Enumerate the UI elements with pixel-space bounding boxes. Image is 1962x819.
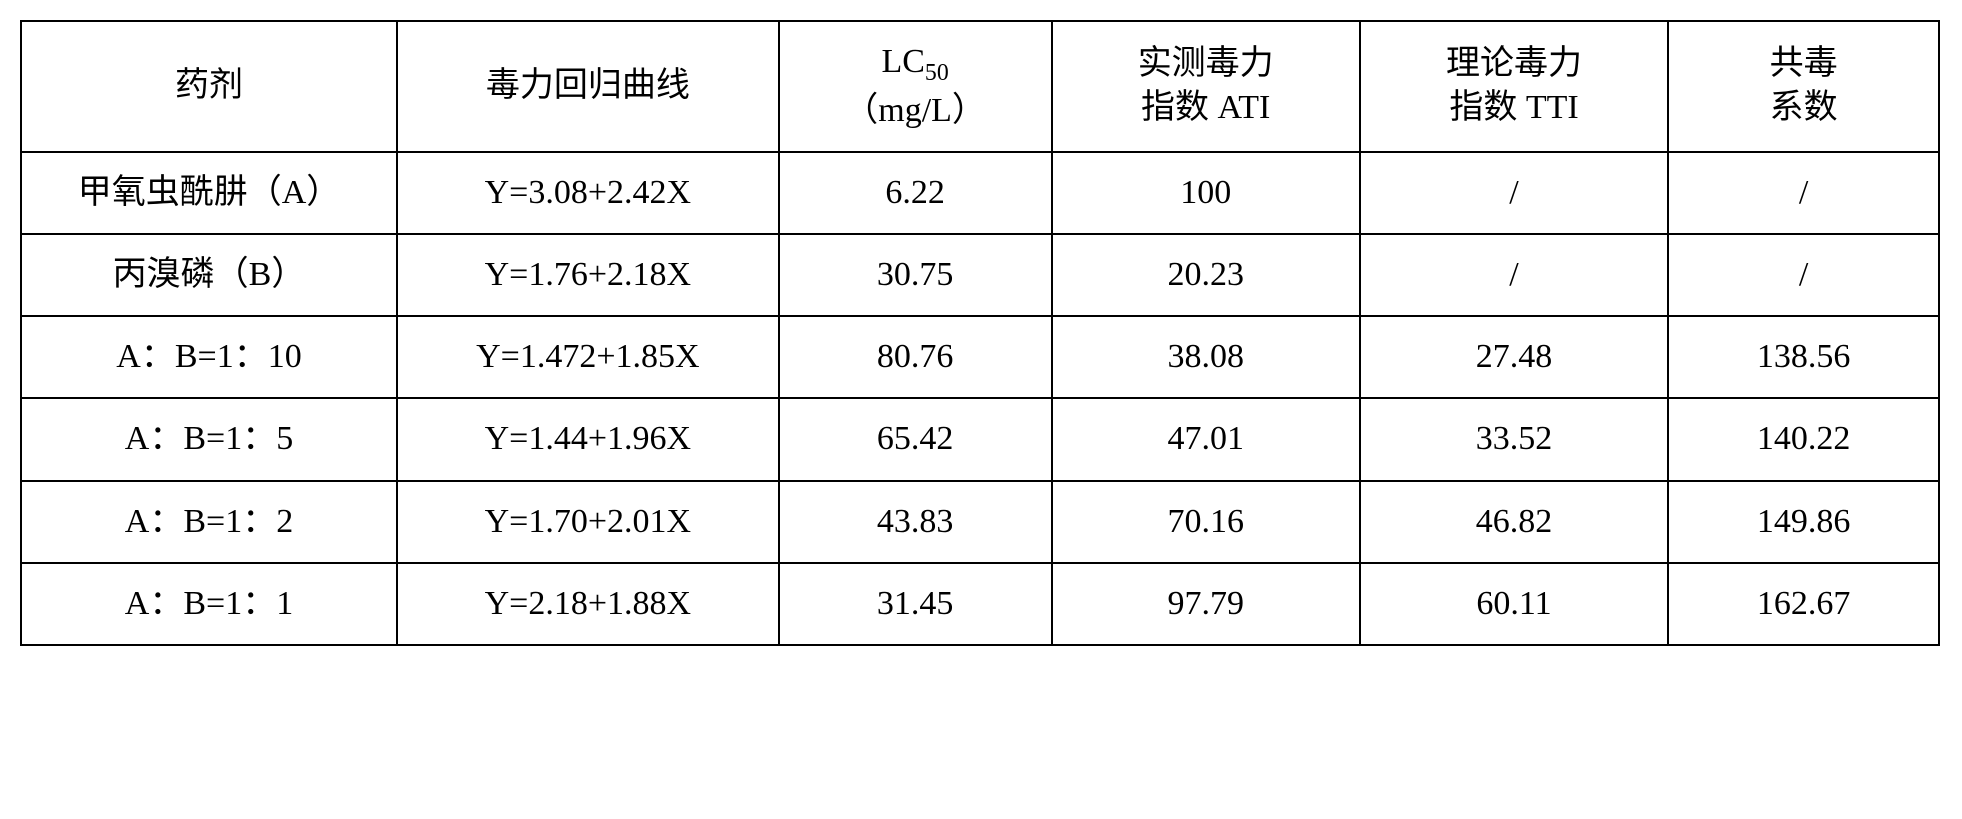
col-header-agent: 药剂 (21, 21, 397, 152)
ati-line2: 指数 ATI (1141, 89, 1270, 126)
lc50-sub: 50 (925, 60, 949, 86)
cell-curve: Y=1.76+2.18X (397, 234, 779, 316)
table-row: A：B=1：5 Y=1.44+1.96X 65.42 47.01 33.52 1… (21, 398, 1939, 480)
cell-lc50: 30.75 (779, 234, 1052, 316)
table-row: A：B=1：1 Y=2.18+1.88X 31.45 97.79 60.11 1… (21, 563, 1939, 645)
cell-ctc: 162.67 (1668, 563, 1939, 645)
table-row: 丙溴磷（B） Y=1.76+2.18X 30.75 20.23 / / (21, 234, 1939, 316)
cell-lc50: 43.83 (779, 481, 1052, 563)
cell-tti: 33.52 (1360, 398, 1668, 480)
cell-tti: / (1360, 152, 1668, 234)
cell-tti: 27.48 (1360, 316, 1668, 398)
cell-agent: A：B=1：2 (21, 481, 397, 563)
cell-curve: Y=1.44+1.96X (397, 398, 779, 480)
cell-ctc: / (1668, 234, 1939, 316)
cell-ati: 38.08 (1052, 316, 1360, 398)
cell-curve: Y=1.472+1.85X (397, 316, 779, 398)
cell-tti: / (1360, 234, 1668, 316)
cell-lc50: 31.45 (779, 563, 1052, 645)
cell-agent: A：B=1：10 (21, 316, 397, 398)
toxicity-table: 药剂 毒力回归曲线 LC50 （mg/L） 实测毒力 指数 ATI 理论毒力 指… (20, 20, 1940, 646)
cell-lc50: 6.22 (779, 152, 1052, 234)
cell-ati: 97.79 (1052, 563, 1360, 645)
col-header-ati: 实测毒力 指数 ATI (1052, 21, 1360, 152)
table-header-row: 药剂 毒力回归曲线 LC50 （mg/L） 实测毒力 指数 ATI 理论毒力 指… (21, 21, 1939, 152)
cell-curve: Y=2.18+1.88X (397, 563, 779, 645)
cell-ati: 70.16 (1052, 481, 1360, 563)
cell-ctc: / (1668, 152, 1939, 234)
cell-lc50: 65.42 (779, 398, 1052, 480)
cell-ctc: 149.86 (1668, 481, 1939, 563)
cell-agent: 丙溴磷（B） (21, 234, 397, 316)
cell-curve: Y=1.70+2.01X (397, 481, 779, 563)
lc50-unit: （mg/L） (844, 92, 986, 129)
ati-line1: 实测毒力 (1138, 45, 1274, 82)
cell-ati: 100 (1052, 152, 1360, 234)
col-header-curve: 毒力回归曲线 (397, 21, 779, 152)
cell-ctc: 140.22 (1668, 398, 1939, 480)
col-header-ctc: 共毒 系数 (1668, 21, 1939, 152)
table-row: 甲氧虫酰肼（A） Y=3.08+2.42X 6.22 100 / / (21, 152, 1939, 234)
cell-ati: 47.01 (1052, 398, 1360, 480)
table-row: A：B=1：2 Y=1.70+2.01X 43.83 70.16 46.82 1… (21, 481, 1939, 563)
lc50-pre: LC (881, 43, 924, 80)
cell-agent: A：B=1：5 (21, 398, 397, 480)
cell-agent: A：B=1：1 (21, 563, 397, 645)
cell-ati: 20.23 (1052, 234, 1360, 316)
tti-line2: 指数 TTI (1449, 89, 1578, 126)
ctc-line2: 系数 (1770, 89, 1838, 126)
col-header-agent-label: 药剂 (175, 67, 243, 104)
cell-tti: 46.82 (1360, 481, 1668, 563)
tti-line1: 理论毒力 (1446, 45, 1582, 82)
ctc-line1: 共毒 (1770, 45, 1838, 82)
col-header-lc50: LC50 （mg/L） (779, 21, 1052, 152)
cell-lc50: 80.76 (779, 316, 1052, 398)
table-row: A：B=1：10 Y=1.472+1.85X 80.76 38.08 27.48… (21, 316, 1939, 398)
cell-curve: Y=3.08+2.42X (397, 152, 779, 234)
cell-ctc: 138.56 (1668, 316, 1939, 398)
col-header-tti: 理论毒力 指数 TTI (1360, 21, 1668, 152)
cell-agent: 甲氧虫酰肼（A） (21, 152, 397, 234)
table-body: 甲氧虫酰肼（A） Y=3.08+2.42X 6.22 100 / / 丙溴磷（B… (21, 152, 1939, 645)
col-header-curve-label: 毒力回归曲线 (486, 67, 690, 104)
cell-tti: 60.11 (1360, 563, 1668, 645)
